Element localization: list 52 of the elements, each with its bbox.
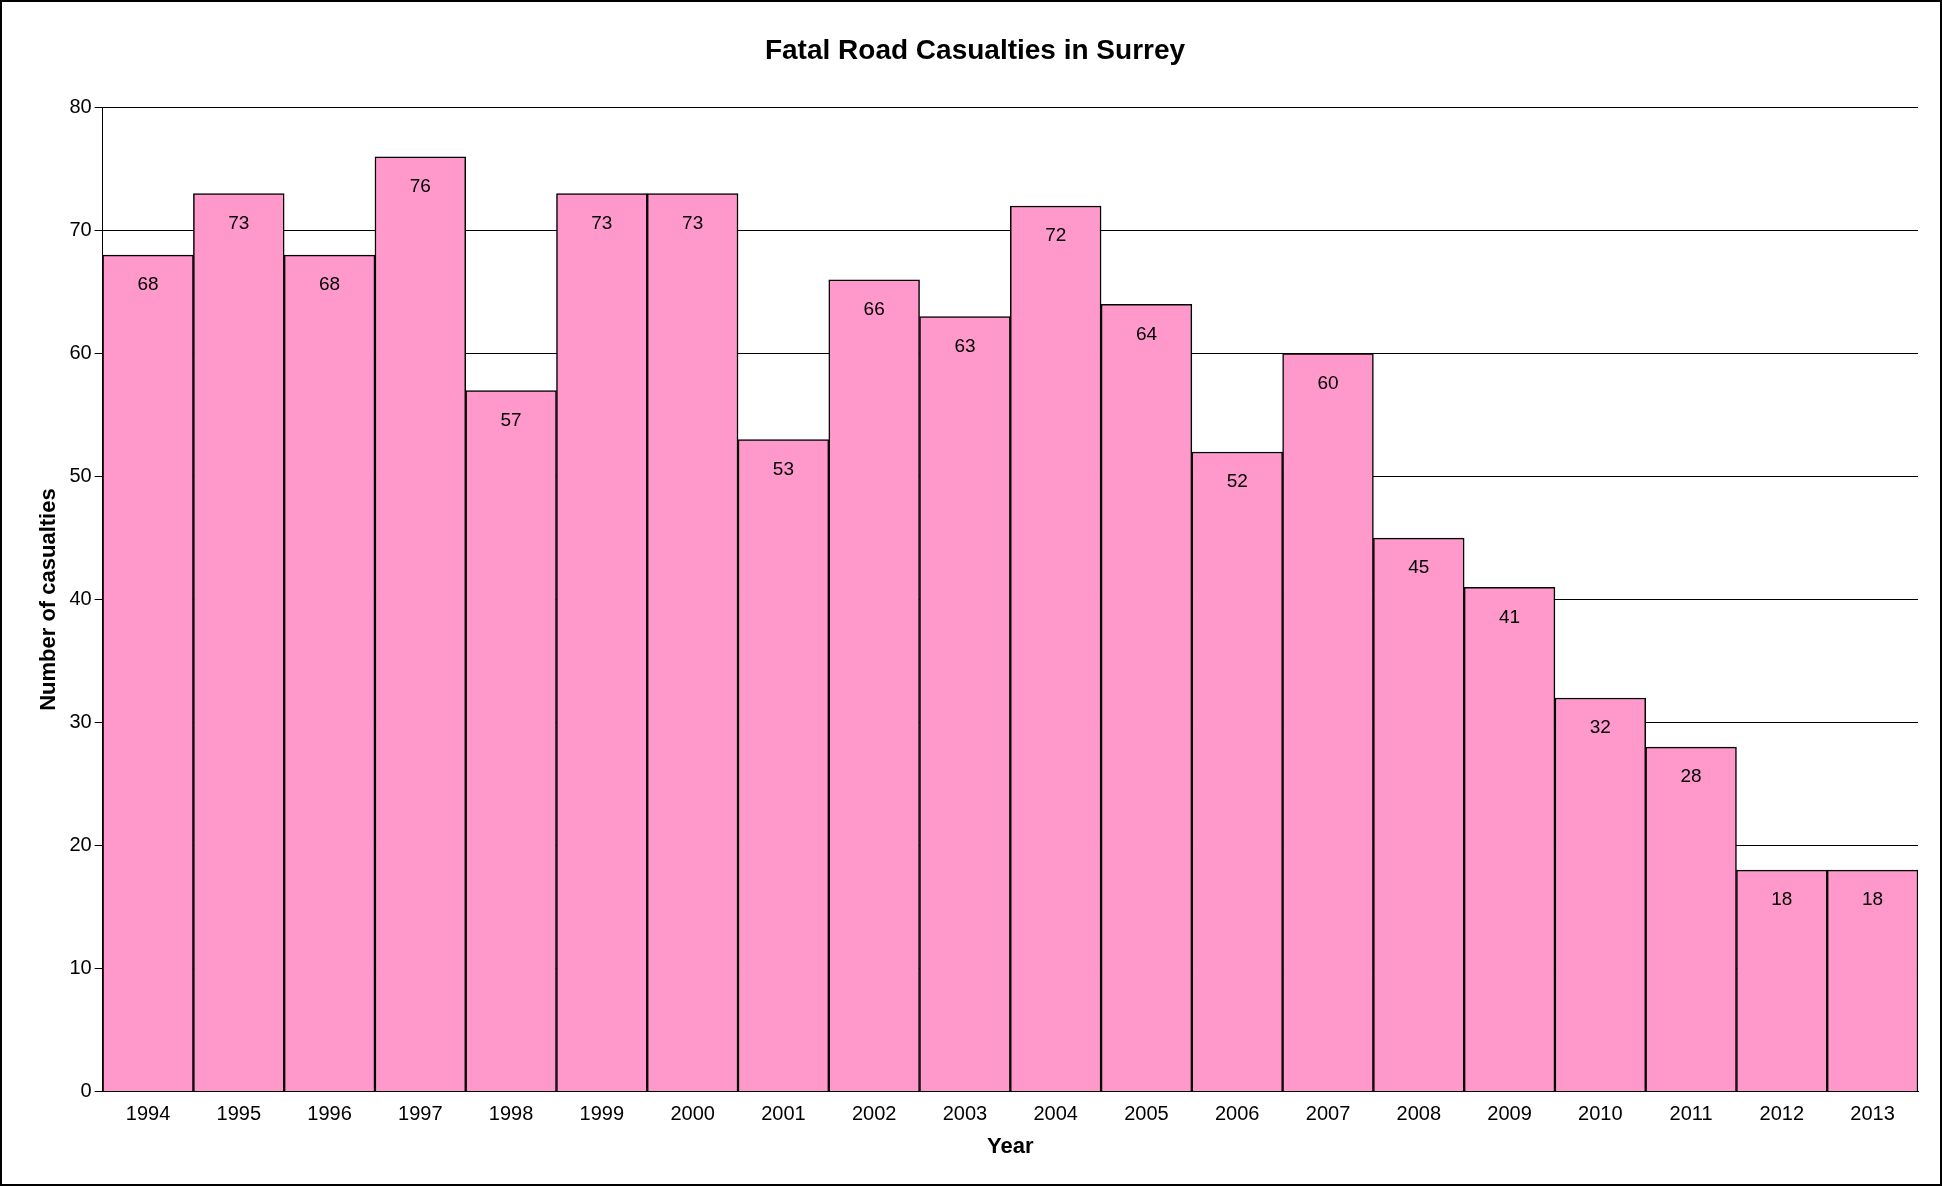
x-tick-label: 2010 [1578, 1102, 1623, 1125]
data-label: 72 [1045, 224, 1067, 246]
x-tick-label: 1996 [307, 1102, 352, 1125]
y-tick-label: 50 [69, 464, 92, 487]
data-label: 28 [1680, 765, 1702, 787]
x-tick-label: 1999 [579, 1102, 625, 1125]
x-tick-label: 2008 [1396, 1102, 1442, 1125]
data-label: 68 [137, 273, 159, 295]
data-label: 73 [682, 211, 704, 233]
x-tick-label: 2004 [1033, 1102, 1078, 1125]
data-label: 41 [1498, 605, 1521, 627]
x-tick-label: 2006 [1214, 1102, 1260, 1125]
x-tick-label: 2005 [1124, 1102, 1169, 1125]
x-tick-label: 1998 [488, 1102, 534, 1125]
x-tick-label: 2000 [670, 1102, 715, 1125]
data-label: 68 [319, 273, 341, 295]
y-tick-label: 10 [69, 956, 92, 979]
y-tick-label: 80 [69, 95, 92, 118]
data-label: 52 [1226, 470, 1248, 492]
x-tick-label: 2009 [1487, 1102, 1532, 1125]
x-tick-label: 1994 [125, 1102, 171, 1125]
data-label: 18 [1862, 888, 1884, 910]
x-tick-label: 2002 [851, 1102, 897, 1125]
data-label: 76 [409, 175, 431, 197]
y-tick-label: 60 [69, 341, 92, 364]
data-label: 57 [500, 408, 522, 430]
data-label: 73 [228, 211, 250, 233]
data-label: 18 [1771, 888, 1793, 910]
y-tick-label: 40 [69, 587, 92, 610]
x-axis-title: Year [987, 1132, 1034, 1158]
data-label: 32 [1589, 716, 1611, 738]
data-label: 64 [1135, 322, 1158, 344]
x-tick-label: 1995 [216, 1102, 262, 1125]
y-tick-label: 0 [80, 1079, 92, 1102]
x-tick-label: 2007 [1305, 1102, 1351, 1125]
data-label: 66 [863, 298, 885, 320]
y-tick-label: 70 [69, 218, 92, 241]
chart-title: Fatal Road Casualties in Surrey [764, 33, 1186, 65]
y-tick-label: 20 [69, 833, 92, 856]
x-tick-label: 2011 [1669, 1102, 1713, 1125]
x-tick-label: 2013 [1850, 1102, 1895, 1125]
x-tick-label: 2003 [942, 1102, 988, 1125]
y-axis-title: Number of casualties [35, 488, 61, 711]
y-tick-label: 30 [69, 710, 92, 733]
data-label: 45 [1408, 556, 1430, 578]
x-tick-label: 2012 [1759, 1102, 1805, 1125]
data-label: 60 [1317, 371, 1339, 393]
x-tick-label: 1997 [398, 1102, 443, 1125]
data-label: 53 [772, 457, 794, 479]
data-label: 73 [591, 211, 613, 233]
data-label: 63 [954, 334, 976, 356]
x-tick-label: 2001 [761, 1102, 806, 1125]
